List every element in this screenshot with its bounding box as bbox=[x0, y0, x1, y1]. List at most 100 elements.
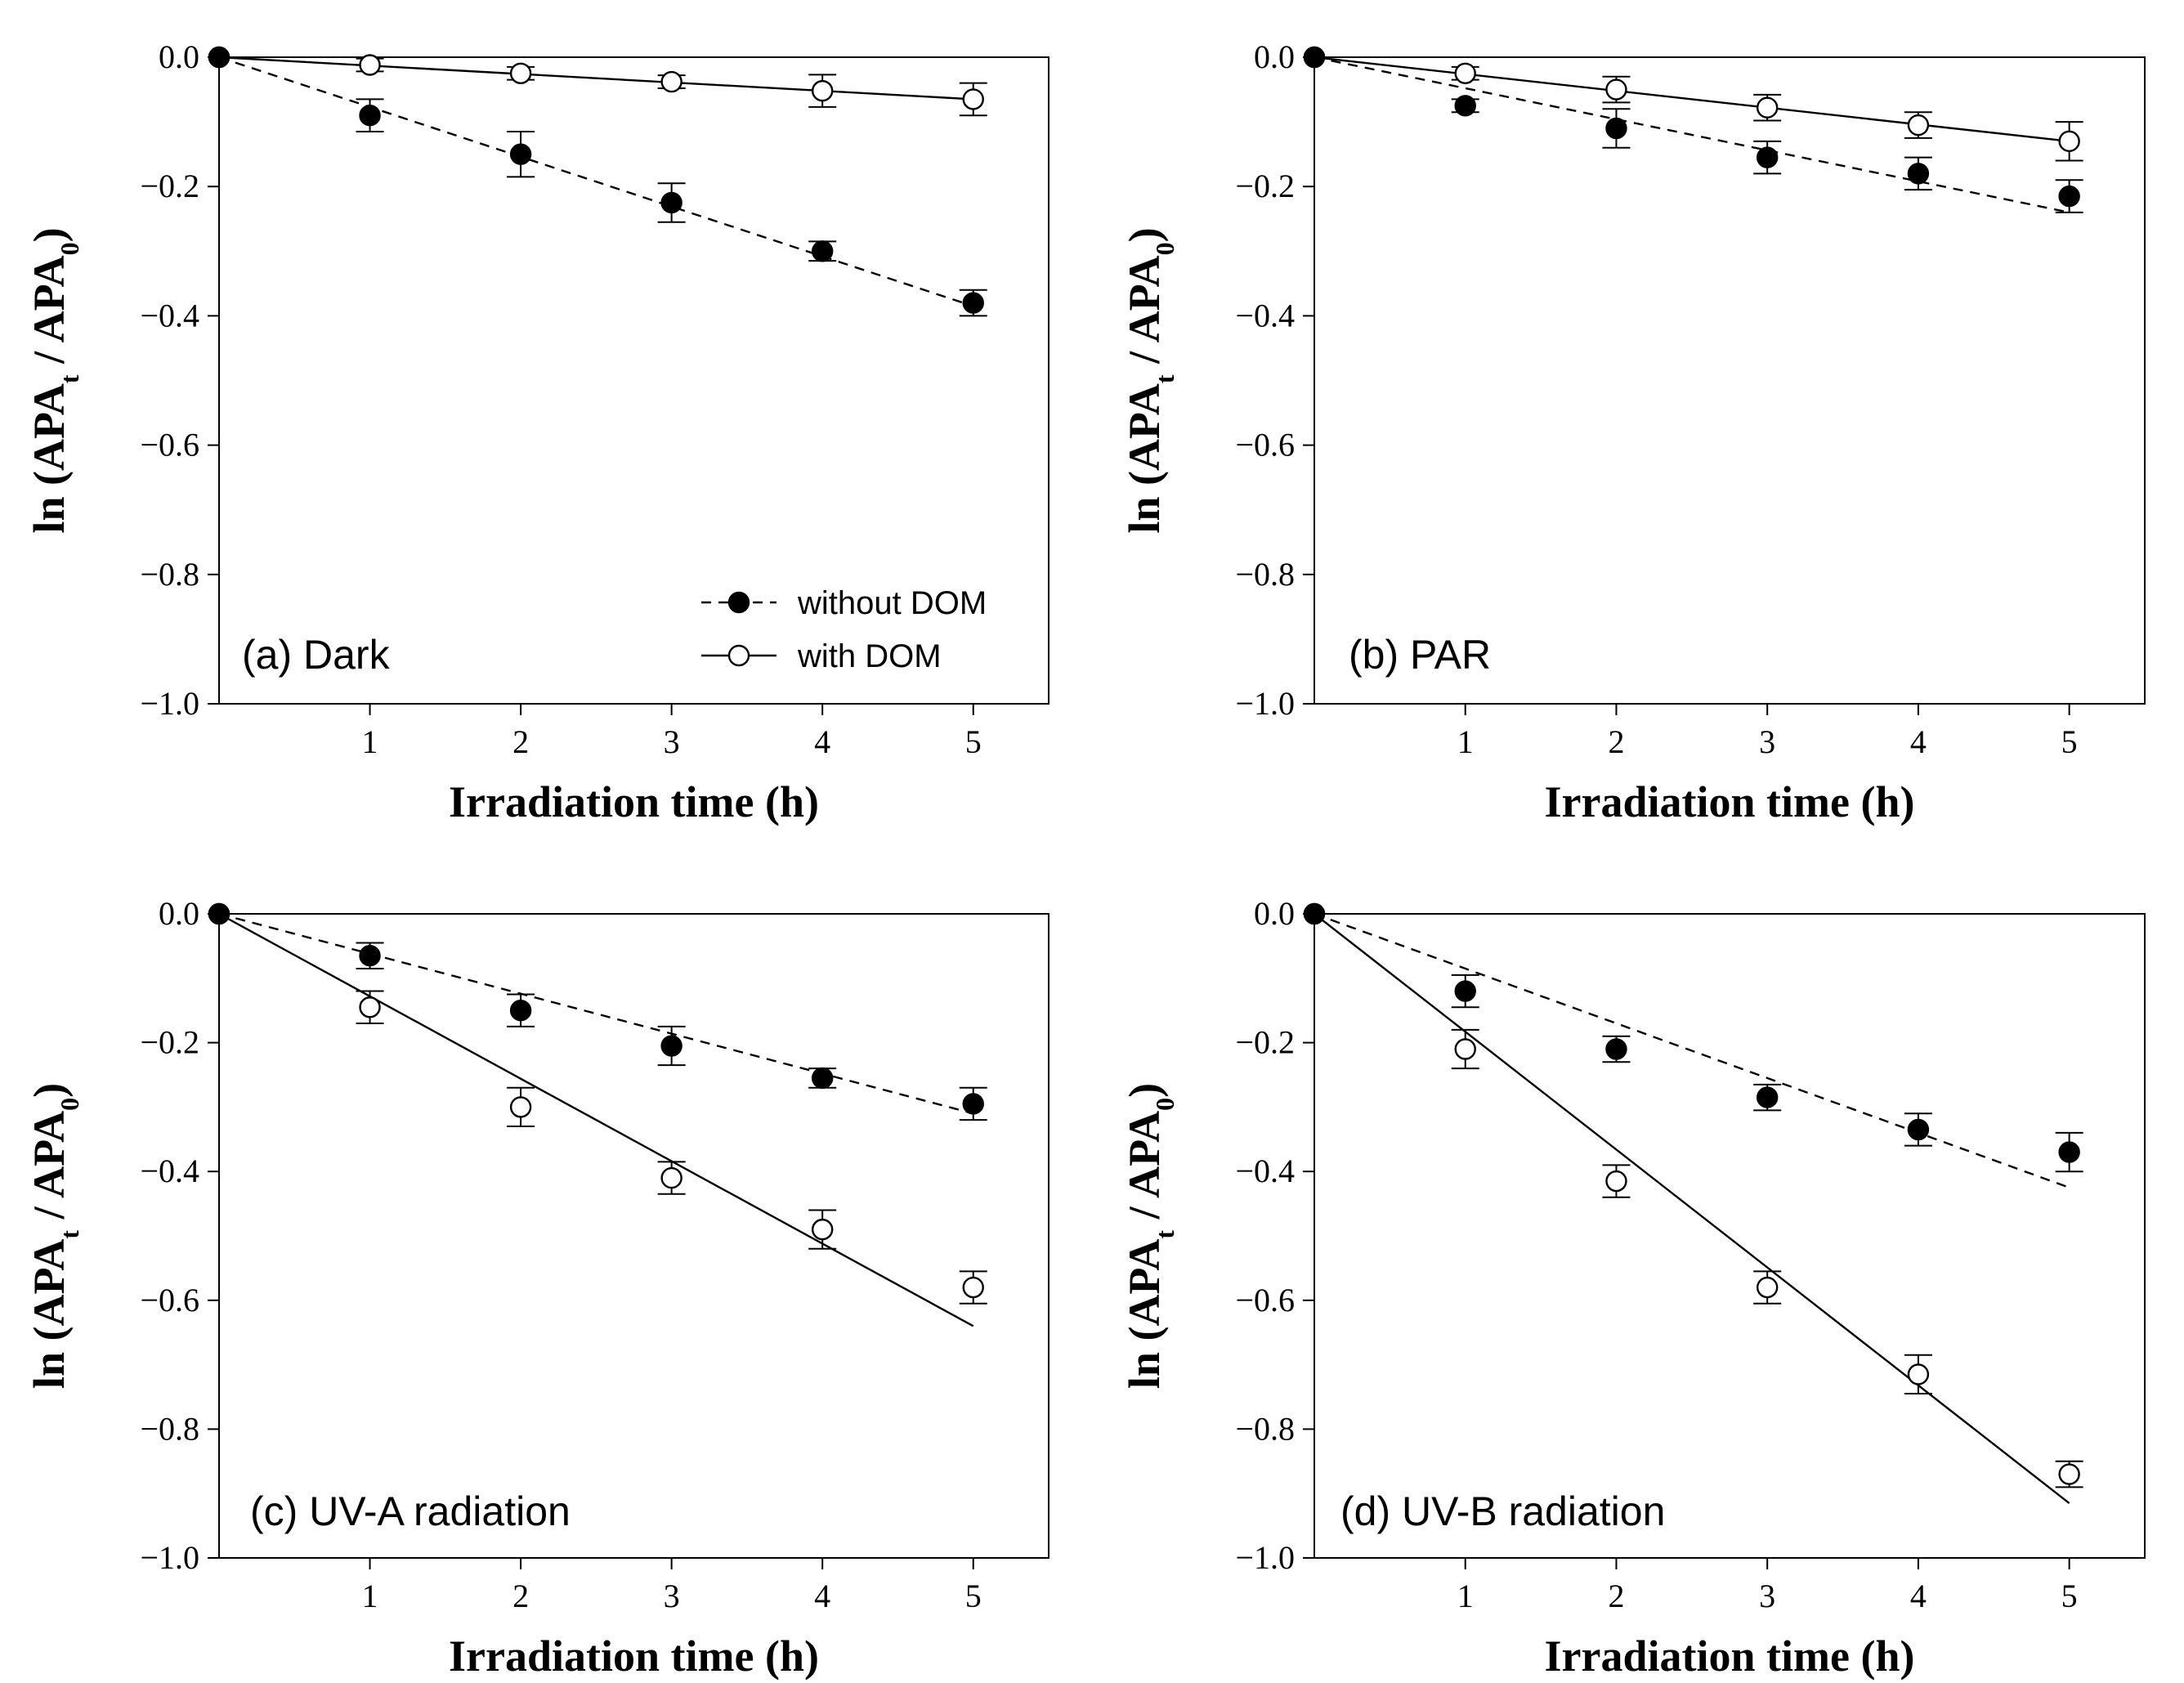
data-point bbox=[1605, 117, 1627, 140]
data-point bbox=[962, 1276, 984, 1299]
legend-label: with DOM bbox=[797, 638, 942, 674]
x-tick-label: 3 bbox=[1759, 723, 1775, 760]
y-tick-label: −0.6 bbox=[1235, 1282, 1295, 1318]
y-tick-label: −0.4 bbox=[1235, 297, 1295, 333]
data-point bbox=[509, 143, 532, 165]
x-tick-label: 1 bbox=[362, 1578, 378, 1614]
y-tick-label: −1.0 bbox=[1235, 685, 1295, 722]
y-axis-title: ln (APAt / APA0) bbox=[1120, 1083, 1179, 1389]
x-tick-label: 2 bbox=[1608, 723, 1624, 760]
x-axis-title: Irradiation time (h) bbox=[1545, 1632, 1915, 1681]
series-with-dom bbox=[1303, 46, 2083, 162]
data-point bbox=[1907, 1118, 1930, 1141]
y-tick-label: −1.0 bbox=[140, 1539, 199, 1576]
series-without-dom bbox=[1303, 902, 2083, 1189]
data-point bbox=[1907, 163, 1930, 185]
data-point bbox=[1756, 1086, 1779, 1108]
x-tick-label: 3 bbox=[664, 723, 680, 760]
data-point bbox=[811, 79, 834, 102]
y-tick-label: −0.6 bbox=[140, 427, 199, 463]
x-tick-label: 2 bbox=[512, 1578, 529, 1614]
x-tick-label: 3 bbox=[1759, 1578, 1775, 1614]
y-axis-title: ln (APAt / APA0) bbox=[25, 227, 84, 533]
plot-frame bbox=[1314, 56, 2146, 705]
x-axis-title: Irradiation time (h) bbox=[449, 777, 819, 826]
x-tick-label: 1 bbox=[1457, 1578, 1474, 1614]
legend: without DOM with DOM bbox=[701, 585, 987, 674]
data-point bbox=[1907, 1363, 1930, 1385]
x-tick-label: 5 bbox=[965, 1578, 982, 1614]
data-point bbox=[208, 902, 230, 925]
data-point bbox=[1454, 95, 1476, 117]
fit-line bbox=[1314, 56, 2070, 214]
data-point bbox=[509, 62, 532, 84]
panel-label: (a) Dark bbox=[242, 632, 391, 678]
data-point bbox=[811, 1218, 834, 1241]
plot-frame bbox=[218, 913, 1049, 1559]
x-tick-label: 4 bbox=[1910, 723, 1927, 760]
fit-line bbox=[218, 912, 974, 1115]
data-point bbox=[1605, 1038, 1627, 1060]
x-tick-label: 3 bbox=[664, 1578, 680, 1614]
data-point bbox=[962, 292, 984, 314]
data-point bbox=[509, 1096, 532, 1118]
data-point bbox=[509, 999, 532, 1022]
y-axis-title: ln (APAt / APA0) bbox=[1120, 227, 1179, 533]
data-point bbox=[359, 104, 381, 127]
data-point bbox=[660, 70, 682, 93]
series-with-dom bbox=[1303, 902, 2083, 1504]
y-tick-label: −0.6 bbox=[140, 1282, 199, 1318]
data-point bbox=[1756, 146, 1779, 168]
chart-panel-1: 0.0 −0.2 −0.4 −0.6 −0.8 −1.0 1 2 3 4 5 Irradiation … bbox=[25, 38, 1049, 826]
y-axis-title: ln (APAt / APA0) bbox=[25, 1083, 84, 1389]
y-tick-label: −0.2 bbox=[140, 168, 199, 204]
data-point bbox=[208, 46, 230, 69]
y-tick-label: 0.0 bbox=[159, 895, 199, 932]
data-point bbox=[1454, 62, 1476, 84]
panel-label: (b) PAR bbox=[1349, 632, 1491, 678]
plot-frame bbox=[218, 56, 1049, 705]
y-tick-label: −0.2 bbox=[1235, 1024, 1295, 1061]
data-point bbox=[811, 240, 834, 262]
fit-line bbox=[1314, 913, 2070, 1504]
data-point bbox=[1454, 980, 1476, 1002]
data-point bbox=[1303, 46, 1326, 69]
series-without-dom bbox=[208, 902, 987, 1121]
data-point bbox=[359, 54, 381, 76]
x-tick-label: 1 bbox=[362, 723, 378, 760]
data-point bbox=[962, 1093, 984, 1115]
y-tick-label: 0.0 bbox=[1254, 38, 1295, 75]
legend-marker bbox=[727, 644, 750, 667]
data-point bbox=[1756, 1276, 1779, 1299]
y-tick-label: 0.0 bbox=[1254, 895, 1295, 932]
x-tick-label: 4 bbox=[814, 723, 830, 760]
data-point bbox=[811, 1067, 834, 1090]
panel-label: (d) UV-B radiation bbox=[1340, 1488, 1665, 1534]
series-without-dom bbox=[208, 46, 987, 317]
y-tick-label: 0.0 bbox=[159, 38, 199, 75]
y-tick-label: −1.0 bbox=[1235, 1539, 1295, 1576]
y-tick-label: −0.2 bbox=[140, 1024, 199, 1061]
fit-line bbox=[218, 56, 973, 101]
plot-frame bbox=[1314, 913, 2146, 1559]
x-axis-title: Irradiation time (h) bbox=[1545, 777, 1915, 826]
legend-marker bbox=[727, 591, 750, 614]
x-tick-label: 5 bbox=[965, 723, 982, 760]
data-point bbox=[660, 191, 682, 214]
data-point bbox=[1605, 1170, 1627, 1193]
y-tick-label: −0.8 bbox=[140, 1410, 199, 1447]
data-point bbox=[2058, 1141, 2080, 1163]
chart-panel-4: 0.0 −0.2 −0.4 −0.6 −0.8 −1.0 1 2 3 4 5 Irradiation … bbox=[1120, 895, 2146, 1681]
x-tick-label: 5 bbox=[2061, 1578, 2078, 1614]
y-tick-label: −0.2 bbox=[1235, 168, 1295, 204]
series-with-dom bbox=[208, 46, 987, 117]
x-tick-label: 1 bbox=[1457, 723, 1474, 760]
x-tick-label: 4 bbox=[1910, 1578, 1927, 1614]
panel-label: (c) UV-A radiation bbox=[250, 1488, 571, 1534]
fit-line bbox=[218, 56, 974, 307]
y-tick-label: −0.6 bbox=[1235, 427, 1295, 463]
data-point bbox=[359, 945, 381, 967]
x-tick-label: 5 bbox=[2061, 723, 2078, 760]
data-point bbox=[1605, 78, 1627, 101]
fit-line bbox=[218, 912, 974, 1327]
